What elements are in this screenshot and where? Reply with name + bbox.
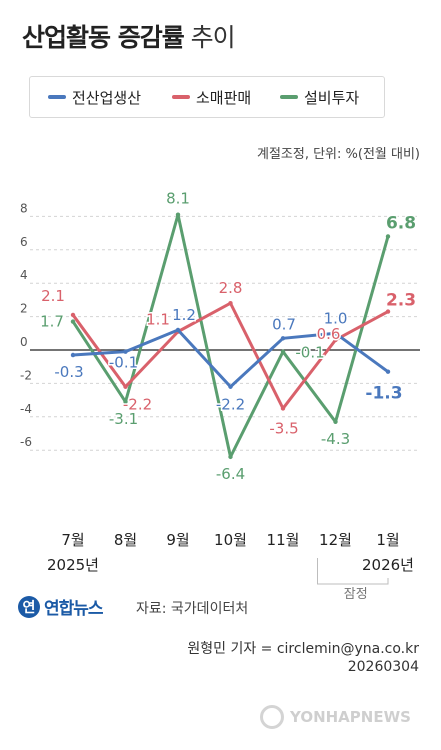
data-label: -1.3 — [365, 384, 402, 404]
y-tick-label: -2 — [20, 368, 32, 382]
data-point — [333, 337, 338, 343]
data-label: -3.1 — [109, 410, 138, 428]
data-point — [123, 399, 128, 404]
data-point — [228, 301, 233, 306]
watermark-icon — [260, 705, 284, 729]
y-tick-label: 8 — [20, 201, 28, 215]
legend-swatch-investment — [280, 95, 298, 99]
data-point — [175, 212, 181, 217]
y-tick-label: 4 — [20, 268, 28, 282]
title-main: 산업활동 증감률 — [22, 23, 185, 52]
data-point — [70, 319, 76, 324]
legend-label-retail: 소매판매 — [196, 88, 252, 107]
y-tick-label: 0 — [20, 335, 28, 349]
watermark: YONHAPNEWS — [260, 705, 411, 729]
x-tick-label: 1월 — [376, 531, 399, 549]
data-label: -2.2 — [123, 396, 152, 414]
data-label: 1.1 — [146, 311, 170, 329]
x-tick-label: 8월 — [114, 531, 137, 549]
credit-date: 20260304 — [347, 659, 419, 675]
data-point — [385, 309, 391, 314]
data-label: -6.4 — [216, 465, 245, 483]
x-tick-label: 7월 — [61, 531, 84, 549]
data-label: 0.7 — [272, 315, 296, 333]
y-tick-label: -6 — [20, 435, 32, 449]
year-label-end: 2026년 — [362, 556, 414, 574]
data-point — [385, 234, 391, 239]
data-label: 6.8 — [386, 213, 416, 233]
data-label: -0.3 — [54, 363, 83, 381]
chart-title: 산업활동 증감률 추이 — [22, 18, 236, 54]
data-label: -4.3 — [321, 430, 350, 448]
credit-reporter: 원형민 기자 = circlemin@yna.co.kr — [187, 641, 419, 657]
data-label: -0.1 — [109, 354, 138, 372]
data-point — [123, 384, 128, 389]
y-tick-label: -4 — [20, 402, 32, 416]
data-label: -3.5 — [269, 419, 298, 437]
data-point — [70, 352, 76, 358]
legend-item-retail: 소매판매 — [172, 77, 251, 117]
data-label: 2.8 — [219, 279, 243, 297]
data-point — [280, 349, 286, 354]
legend-item-production: 전산업생산 — [48, 77, 141, 117]
x-tick-label: 12월 — [319, 531, 352, 549]
credit: 원형민 기자 = circlemin@yna.co.kr 20260304 — [187, 640, 419, 676]
title-sub: 추이 — [190, 23, 236, 52]
data-point — [70, 312, 76, 318]
data-label: 2.1 — [41, 287, 65, 305]
data-label: -2.2 — [216, 396, 245, 414]
x-tick-label: 9월 — [166, 531, 189, 549]
data-point — [280, 406, 286, 411]
prelim-label: 잠정 — [344, 587, 368, 600]
data-point — [280, 336, 286, 341]
legend-swatch-production — [48, 95, 66, 99]
data-label: 1.0 — [324, 309, 348, 327]
data-point — [385, 369, 391, 374]
yonhap-logo: 연 연합뉴스 — [18, 594, 104, 619]
x-tick-label: 10월 — [214, 531, 247, 549]
prelim-bracket — [317, 558, 389, 585]
data-label: 8.1 — [166, 190, 190, 208]
legend-swatch-retail — [172, 95, 190, 99]
data-point — [228, 454, 233, 460]
data-point — [175, 327, 181, 333]
source-text: 자료: 국가데이터처 — [136, 601, 249, 617]
data-point — [123, 349, 128, 354]
chart-unit-note: 계절조정, 단위: %(전월 대비) — [257, 147, 420, 162]
data-point — [333, 419, 338, 425]
legend: 전산업생산 소매판매 설비투자 — [29, 76, 385, 118]
logo-text: 연합뉴스 — [44, 599, 104, 619]
data-point — [333, 331, 338, 336]
data-label: 0.6 — [317, 325, 341, 343]
y-tick-label: 6 — [20, 235, 28, 249]
line-chart: 계절조정, 단위: %(전월 대비) 8 6 4 2 0 -2 -4 -6 7월 8월 9월 10월 11… — [20, 147, 420, 600]
x-tick-label: 11월 — [267, 531, 300, 549]
logo-mark-icon: 연 — [18, 595, 40, 618]
data-label: -0.1 — [295, 344, 324, 362]
year-label-start: 2025년 — [47, 556, 99, 574]
data-point — [228, 384, 233, 389]
data-label: 1.7 — [40, 313, 64, 331]
watermark-text: YONHAPNEWS — [290, 708, 411, 726]
legend-item-investment: 설비투자 — [280, 77, 359, 117]
legend-label-production: 전산업생산 — [72, 88, 142, 107]
data-label: 1.2 — [172, 306, 196, 324]
data-label: 2.3 — [386, 291, 416, 311]
y-tick-label: 2 — [20, 302, 28, 316]
legend-label-investment: 설비투자 — [304, 88, 360, 107]
